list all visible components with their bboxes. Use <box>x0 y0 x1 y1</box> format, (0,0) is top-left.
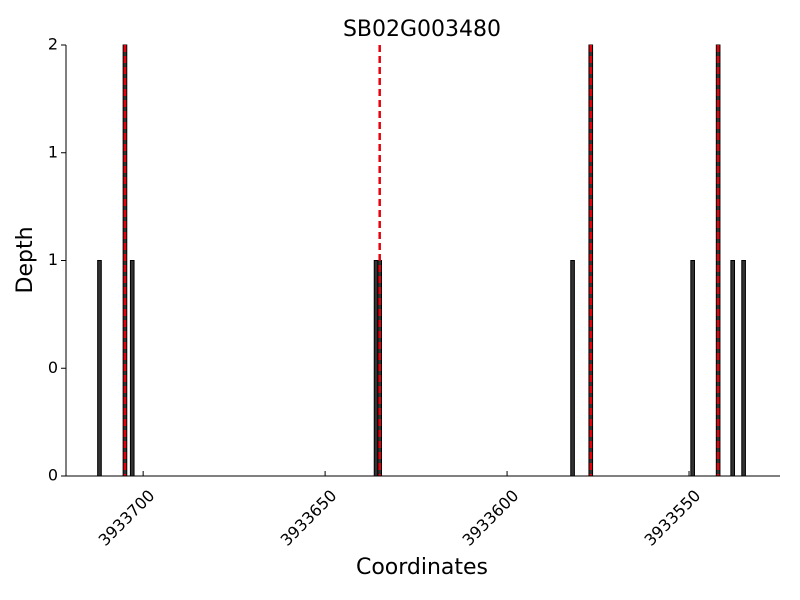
bar <box>97 260 102 477</box>
x-tick-label: 3933700 <box>95 486 159 550</box>
y-tick-label: 0 <box>48 358 58 377</box>
bar <box>741 260 746 477</box>
x-tick-label: 3933600 <box>459 486 523 550</box>
x-tick-label: 3933550 <box>641 486 705 550</box>
y-tick-label: 1 <box>48 250 58 269</box>
bar <box>570 260 575 477</box>
bar <box>129 260 135 477</box>
bar <box>730 260 736 477</box>
bar <box>690 260 695 477</box>
x-tick-label: 3933650 <box>277 486 341 550</box>
y-tick-label: 1 <box>48 142 58 161</box>
y-tick-label: 2 <box>48 35 58 54</box>
y-axis-label: Depth <box>13 226 38 293</box>
bar <box>373 260 379 477</box>
chart-title: SB02G003480 <box>343 17 501 42</box>
y-tick-label: 0 <box>48 466 58 485</box>
x-axis-label: Coordinates <box>356 555 488 580</box>
